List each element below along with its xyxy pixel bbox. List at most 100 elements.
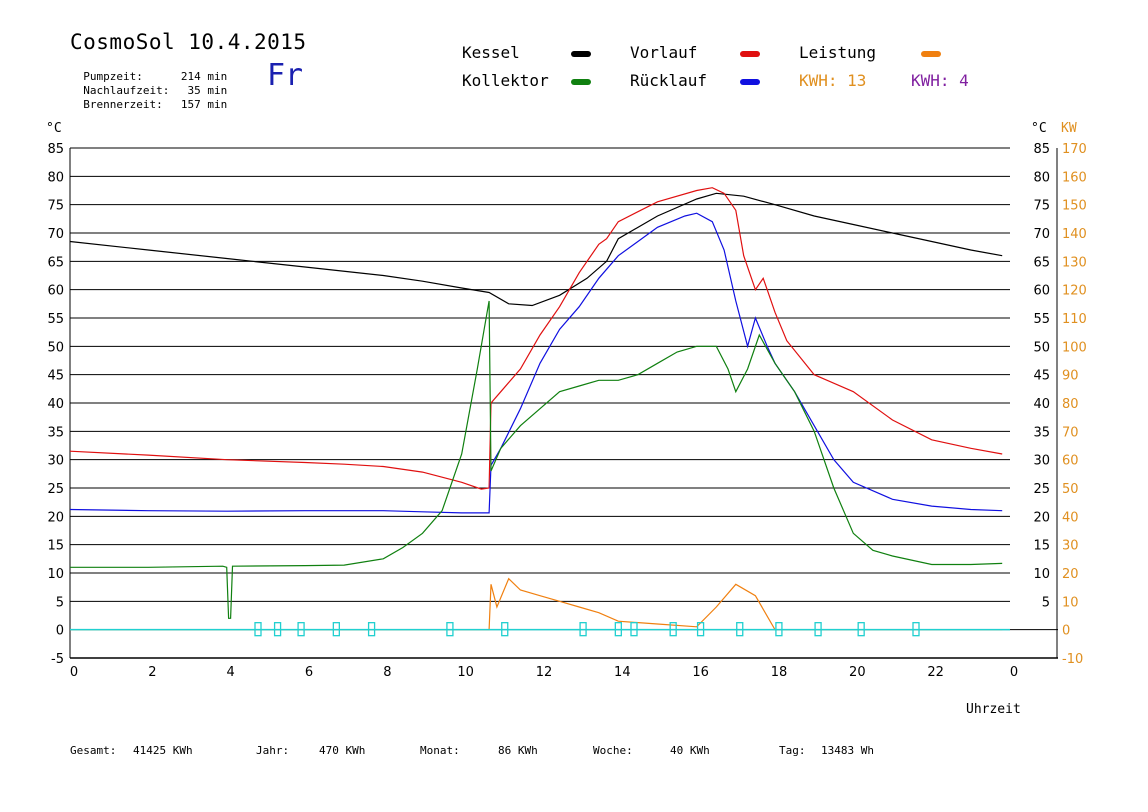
legend-vorlauf-label: Vorlauf bbox=[630, 43, 698, 62]
y-tick-label: 45 bbox=[47, 369, 64, 384]
legend-leistung-label: Leistung bbox=[799, 43, 877, 62]
right-axis-unit-c: °C bbox=[1031, 121, 1047, 136]
kw-tick-label: 140 bbox=[1062, 227, 1087, 242]
x-tick-label: 22 bbox=[927, 665, 944, 680]
pump-marker bbox=[669, 622, 677, 637]
kw-tick-label: 110 bbox=[1062, 312, 1087, 327]
legend-leistung-swatch bbox=[921, 51, 941, 57]
x-axis-label: Uhrzeit bbox=[966, 702, 1021, 717]
kw-tick-label: 80 bbox=[1062, 397, 1079, 412]
pump-marker bbox=[297, 622, 305, 637]
x-tick-label: 12 bbox=[536, 665, 553, 680]
y2-tick-label: 50 bbox=[1033, 340, 1050, 355]
pump-marker bbox=[630, 622, 638, 637]
y-tick-label: 80 bbox=[47, 170, 64, 185]
y-tick-label: 60 bbox=[47, 284, 64, 299]
x-tick-label: 4 bbox=[227, 665, 235, 680]
y2-tick-label: 35 bbox=[1033, 425, 1050, 440]
y2-tick-label: 80 bbox=[1033, 170, 1050, 185]
pumpzeit-label: Pumpzeit: bbox=[83, 70, 143, 83]
pump-marker bbox=[332, 622, 340, 637]
x-tick-label: 10 bbox=[457, 665, 474, 680]
y2-tick-label: 40 bbox=[1033, 397, 1050, 412]
kw-tick-label: -10 bbox=[1062, 652, 1083, 667]
pump-marker bbox=[912, 622, 920, 637]
kw-tick-label: 70 bbox=[1062, 425, 1079, 440]
series-line-ruecklauf bbox=[69, 212, 1003, 514]
left-axis-unit: °C bbox=[46, 121, 62, 136]
pump-markers bbox=[70, 622, 1010, 637]
kw-tick-label: 130 bbox=[1062, 255, 1087, 270]
monat-label: Monat: bbox=[420, 744, 460, 757]
x-tick-label: 0 bbox=[1010, 665, 1018, 680]
gesamt-value: 41425 KWh bbox=[133, 744, 193, 757]
pumpzeit-info: Pumpzeit: 214 min bbox=[70, 57, 227, 83]
legend-ruecklauf-label: Rücklauf bbox=[630, 71, 708, 90]
series-line-leistung bbox=[70, 577, 1003, 631]
pump-marker bbox=[814, 622, 822, 637]
y-tick-label: 35 bbox=[47, 425, 64, 440]
kw-tick-label: 90 bbox=[1062, 369, 1079, 384]
y-tick-label: 70 bbox=[47, 227, 64, 242]
legend-kollektor-swatch bbox=[571, 79, 591, 85]
y2-tick-label: 70 bbox=[1033, 227, 1050, 242]
weekday-label: Fr bbox=[267, 58, 304, 93]
temperature-series bbox=[69, 187, 1003, 619]
nachlaufzeit-label: Nachlaufzeit: bbox=[83, 84, 170, 97]
tag-value: 13483 Wh bbox=[821, 744, 874, 757]
pump-marker bbox=[775, 622, 783, 637]
x-tick-label: 18 bbox=[771, 665, 788, 680]
kw-tick-label: 10 bbox=[1062, 595, 1079, 610]
y-tick-label: 15 bbox=[47, 539, 64, 554]
y-tick-label: 0 bbox=[56, 624, 64, 639]
jahr-label: Jahr: bbox=[256, 744, 290, 757]
y2-tick-label: 55 bbox=[1033, 312, 1050, 327]
kw-tick-label: 150 bbox=[1062, 199, 1087, 214]
kw-tick-label: 40 bbox=[1062, 510, 1079, 525]
y-tick-label: 25 bbox=[47, 482, 64, 497]
x-tick-label: 0 bbox=[70, 665, 78, 680]
pump-marker bbox=[367, 622, 376, 637]
y-tick-label: 85 bbox=[47, 142, 64, 157]
y-tick-label: 5 bbox=[56, 595, 64, 610]
pumpzeit-value: 214 min bbox=[180, 70, 228, 83]
brennerzeit-info: Brennerzeit: 157 min bbox=[70, 85, 227, 111]
kw-tick-label: 0 bbox=[1062, 624, 1070, 639]
y2-tick-label: 10 bbox=[1033, 567, 1050, 582]
grid-lines bbox=[69, 147, 1058, 659]
x-tick-label: 20 bbox=[849, 665, 866, 680]
x-tick-label: 14 bbox=[614, 665, 631, 680]
pump-marker bbox=[696, 622, 705, 637]
y2-tick-label: 30 bbox=[1033, 454, 1050, 469]
y2-tick-label: 25 bbox=[1033, 482, 1050, 497]
series-line-kessel bbox=[69, 192, 1003, 307]
y2-tick-label: 65 bbox=[1033, 255, 1050, 270]
y2-tick-label: 85 bbox=[1033, 142, 1050, 157]
pump-marker bbox=[254, 622, 262, 637]
woche-label: Woche: bbox=[593, 744, 633, 757]
legend-vorlauf-swatch bbox=[740, 51, 760, 57]
y-tick-label: 50 bbox=[47, 340, 64, 355]
y2-tick-label: 15 bbox=[1033, 539, 1050, 554]
series-line-kollektor bbox=[70, 300, 1003, 619]
y2-tick-label: 45 bbox=[1033, 369, 1050, 384]
brennerzeit-label: Brennerzeit: bbox=[83, 98, 163, 111]
y2-tick-label: 60 bbox=[1033, 284, 1050, 299]
kw-tick-label: 60 bbox=[1062, 454, 1079, 469]
brennerzeit-value: 157 min bbox=[180, 98, 228, 111]
axis-ticks: 8580757065605550454035302520151050-58580… bbox=[47, 142, 1086, 680]
x-tick-label: 2 bbox=[148, 665, 156, 680]
kw-tick-label: 20 bbox=[1062, 567, 1079, 582]
nachlaufzeit-value: 35 min bbox=[187, 84, 228, 97]
y2-tick-label: 75 bbox=[1033, 199, 1050, 214]
monat-value: 86 KWh bbox=[498, 744, 538, 757]
y-tick-label: -5 bbox=[51, 652, 64, 667]
y2-tick-label: 20 bbox=[1033, 510, 1050, 525]
x-tick-label: 6 bbox=[305, 665, 313, 680]
series-line-vorlauf bbox=[69, 187, 1003, 490]
pump-marker bbox=[446, 622, 454, 637]
y-tick-label: 55 bbox=[47, 312, 64, 327]
power-series bbox=[70, 577, 1003, 631]
kw-tick-label: 160 bbox=[1062, 170, 1087, 185]
